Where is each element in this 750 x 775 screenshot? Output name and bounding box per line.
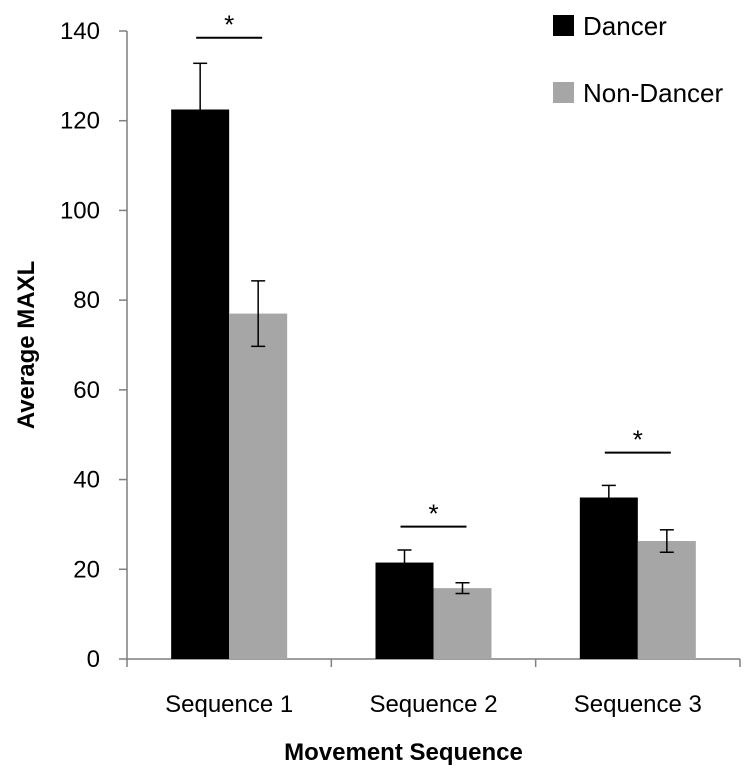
x-tick-label: Sequence 1 <box>165 691 293 718</box>
y-tick-label: 60 <box>73 377 100 404</box>
x-tick-label: Sequence 3 <box>574 691 702 718</box>
legend-swatch <box>553 82 574 103</box>
y-axis: 0 20 40 60 80 100 120 140 <box>60 18 128 673</box>
y-tick-label: 0 <box>87 646 100 673</box>
bar-non-dancer <box>229 313 288 659</box>
y-tick-label: 140 <box>60 18 100 45</box>
significance-marker: * <box>428 499 438 529</box>
x-axis-title: Movement Sequence <box>284 739 523 766</box>
x-axis: Sequence 1 Sequence 2 Sequence 3 <box>126 658 741 718</box>
bar-dancer <box>171 109 230 659</box>
legend-label: Non-Dancer <box>583 78 724 108</box>
legend-swatch <box>553 15 574 36</box>
y-axis-title: Average MAXL <box>13 261 40 430</box>
y-tick-label: 40 <box>73 467 100 494</box>
bar-non-dancer <box>637 541 696 659</box>
legend-label: Dancer <box>583 11 667 41</box>
bar-non-dancer <box>433 588 492 659</box>
significance-marker: * <box>633 425 643 455</box>
legend: Dancer Non-Dancer <box>553 11 724 108</box>
x-tick-label: Sequence 2 <box>369 691 497 718</box>
bar-dancer <box>579 497 638 659</box>
y-tick-label: 20 <box>73 556 100 583</box>
y-tick-label: 120 <box>60 108 100 135</box>
y-tick-label: 80 <box>73 287 100 314</box>
y-tick-label: 100 <box>60 197 100 224</box>
bar-dancer <box>375 562 434 659</box>
significance-marker: * <box>224 10 234 40</box>
